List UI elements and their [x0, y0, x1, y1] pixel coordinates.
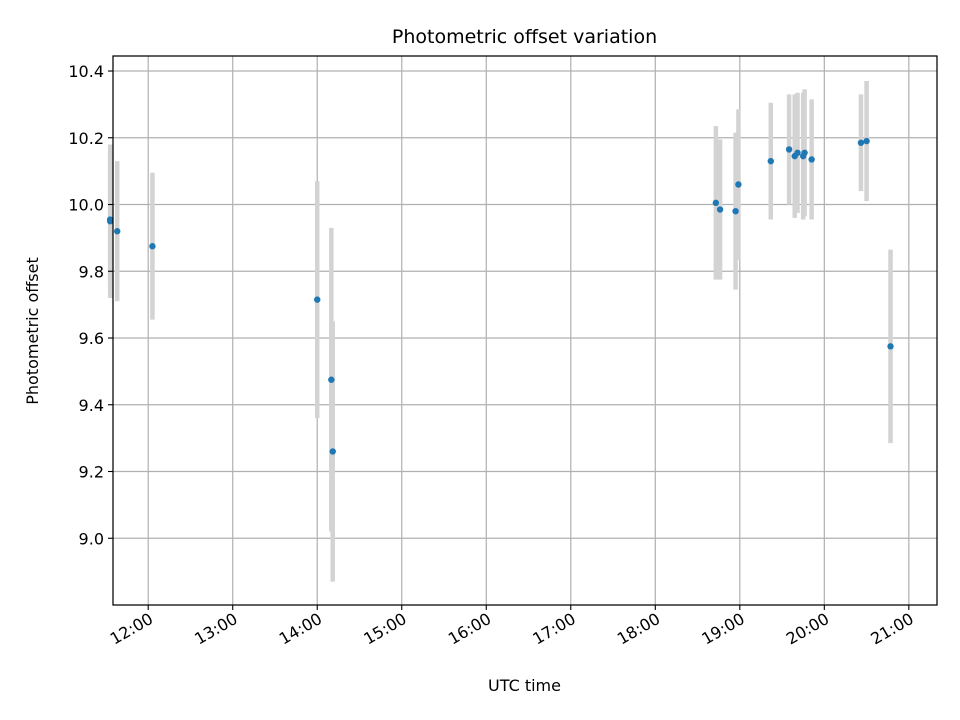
x-axis-ticks: 12:00 13:00 14:00 15:00 16:00 17:00 18:00 19:00…	[107, 605, 917, 649]
y-tick-label: 9.8	[79, 262, 104, 281]
data-point	[735, 181, 742, 188]
x-tick-label: 21:00	[867, 609, 916, 649]
data-point	[314, 296, 321, 303]
data-point	[328, 376, 335, 383]
y-axis-title: Photometric offset	[23, 257, 42, 405]
x-tick-label: 16:00	[445, 609, 494, 649]
data-point	[114, 228, 121, 235]
x-tick-label: 14:00	[276, 609, 325, 649]
data-point	[794, 149, 801, 156]
data-point	[801, 149, 808, 156]
plot-area-frame	[112, 55, 938, 606]
error-bars	[107, 81, 893, 582]
x-tick-label: 12:00	[107, 609, 156, 649]
y-axis-ticks: 9.0 9.2 9.4 9.6 9.8 10.0 10.2 10.4	[68, 62, 113, 548]
y-tick-label: 9.0	[79, 529, 104, 548]
data-point	[106, 216, 114, 223]
data-point	[863, 137, 870, 145]
data-points	[106, 137, 894, 455]
data-point	[767, 157, 774, 165]
y-tick-label: 9.6	[79, 329, 104, 348]
x-tick-label: 20:00	[783, 609, 832, 649]
x-tick-label: 13:00	[191, 609, 240, 649]
y-tick-label: 9.2	[79, 463, 104, 482]
x-tick-label: 15:00	[360, 609, 409, 649]
x-tick-label: 18:00	[614, 609, 663, 649]
data-point	[808, 156, 815, 163]
y-tick-label: 9.4	[79, 396, 104, 415]
data-point	[149, 243, 156, 250]
x-tick-label: 19:00	[698, 609, 747, 649]
data-point	[857, 139, 865, 146]
x-tick-label: 17:00	[529, 609, 578, 649]
chart-title: Photometric offset variation	[392, 26, 657, 48]
y-tick-label: 10.2	[68, 129, 104, 148]
data-point	[712, 199, 720, 207]
data-point	[887, 343, 894, 350]
y-tick-label: 10.4	[68, 62, 104, 81]
data-point	[785, 146, 793, 153]
data-point	[716, 206, 724, 213]
grid	[113, 56, 937, 605]
data-point	[732, 207, 739, 215]
y-tick-label: 10.0	[68, 196, 104, 215]
data-point	[329, 448, 336, 455]
x-axis-title: UTC time	[488, 676, 561, 695]
